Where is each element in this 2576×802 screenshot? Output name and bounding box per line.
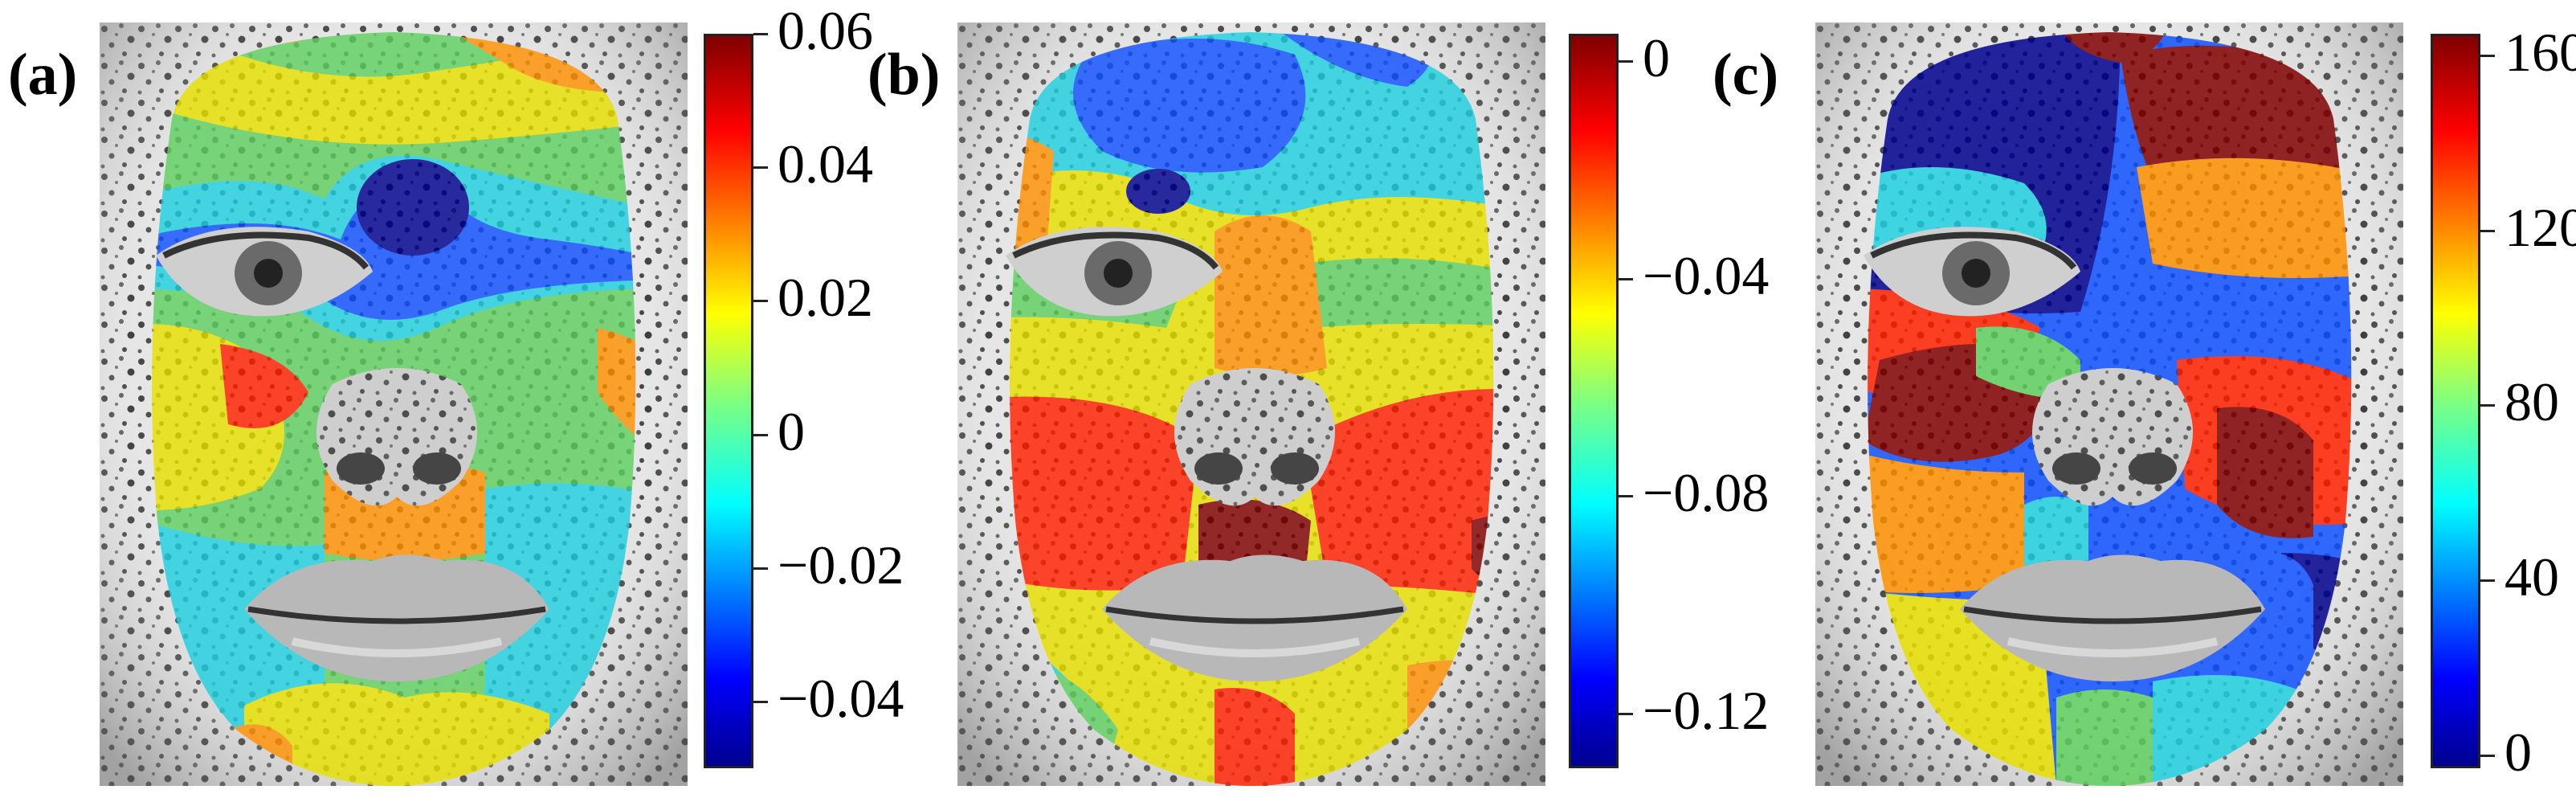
colorbar-tick-mark xyxy=(753,700,768,703)
colorbar-ticks: 160 120 80 40 0 xyxy=(2480,25,2576,779)
colorbar-tick-mark xyxy=(1619,495,1633,498)
colorbar-tick-mark xyxy=(753,166,768,170)
colorbar-tick-label: −0.08 xyxy=(1643,462,1770,524)
colorbar-tick-mark xyxy=(2480,579,2495,583)
colorbar-tick-mark xyxy=(2480,404,2495,407)
face-strain-map xyxy=(100,23,688,786)
colorbar-tick-label: 0.04 xyxy=(778,133,873,195)
colorbar-tick-mark xyxy=(2480,229,2495,232)
colorbar-tick-label: 120 xyxy=(2505,196,2576,258)
colorbar-tick-mark xyxy=(1619,277,1633,280)
colorbar-tick-label: −0.04 xyxy=(778,667,904,729)
face-strain-map xyxy=(1815,23,2403,786)
colorbar-tick-mark xyxy=(753,33,768,35)
colorbar-tick-mark xyxy=(2480,754,2495,757)
colorbar-tick-label: 160 xyxy=(2505,22,2576,84)
colorbar-tick-mark xyxy=(753,300,768,303)
colorbar-tick-label: −0.12 xyxy=(1643,680,1770,742)
colorbar-tick-mark xyxy=(2480,55,2495,58)
colorbar-tick-label: −0.04 xyxy=(1643,244,1770,306)
colorbar xyxy=(1569,34,1619,768)
colorbar-tick-mark xyxy=(1619,59,1633,63)
colorbar-tick-label: 0 xyxy=(1643,27,1670,88)
colorbar-ticks: 0 −0.04 −0.08 −0.12 xyxy=(1619,27,1779,768)
colorbar-tick-label: 0.06 xyxy=(778,0,873,61)
colorbar-tick-label: −0.02 xyxy=(778,534,904,595)
colorbar-tick-label: 0.02 xyxy=(778,267,873,329)
colorbar xyxy=(704,34,753,768)
colorbar-tick-mark xyxy=(753,433,768,436)
panel-c: (c) 160 120 80 40 0 xyxy=(1713,0,2576,802)
colorbar-tick-mark xyxy=(1619,713,1633,716)
colorbar-tick-label: 0 xyxy=(2505,721,2532,783)
colorbar-tick-mark xyxy=(753,567,768,570)
colorbar xyxy=(2431,34,2480,768)
colorbar-tick-label: 80 xyxy=(2505,371,2559,433)
colorbar-tick-label: 40 xyxy=(2505,546,2559,608)
panel-label: (a) xyxy=(8,42,78,108)
panel-b: (b) 0 −0.04 −0.08 −0.12 xyxy=(868,0,1769,802)
panel-a: (a) 0.06 0.04 0.02 0 −0.02 xyxy=(0,0,904,802)
colorbar-tick-label: 0 xyxy=(778,400,805,462)
panel-label: (b) xyxy=(868,42,941,108)
panel-label: (c) xyxy=(1713,42,1779,108)
colorbar-ticks: 0.06 0.04 0.02 0 −0.02 −0.04 xyxy=(753,3,914,768)
face-strain-map xyxy=(957,23,1545,786)
